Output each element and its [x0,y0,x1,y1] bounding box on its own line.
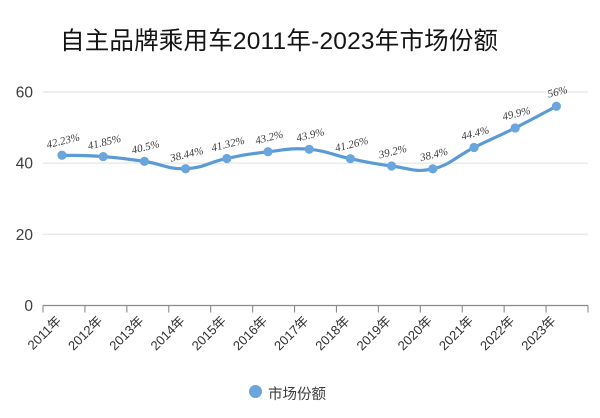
x-axis-tick-label: 2022年 [477,313,517,353]
x-axis-tick-label: 2014年 [147,313,187,353]
gridlines-group [43,91,588,236]
data-point-label: 41.26% [334,135,370,155]
data-point-marker[interactable] [510,123,520,133]
data-point-marker[interactable] [57,150,67,160]
data-point-marker[interactable] [263,147,273,157]
y-axis-tick-label: 60 [16,85,34,102]
data-point-marker[interactable] [139,156,149,166]
x-axis-tick-labels: 2011年 2012年 2013年 2014年 2015年 2016年 2017年 2018年… [25,313,559,353]
data-point-marker[interactable] [551,101,562,111]
data-point-marker[interactable] [387,161,397,171]
data-point-label: 38.44% [168,145,205,165]
x-axis-tick-label: 2018年 [312,313,352,353]
x-axis-tick-label: 2013年 [106,313,146,353]
x-axis-tick-label: 2020年 [395,313,435,353]
x-axis-tick-label: 2011年 [25,313,65,353]
x-axis-tick-label: 2023年 [518,313,558,353]
data-point-label: 39.2% [377,143,408,162]
legend-marker-dot [249,385,262,398]
data-point-label: 56% [546,84,568,101]
data-point-label: 43.2% [254,129,284,148]
y-axis-tick-labels: 0 20 40 60 [16,85,34,316]
y-axis-tick-label: 0 [24,298,33,315]
data-point-label: 41.32% [210,135,246,155]
data-point-marker[interactable] [304,144,314,154]
y-axis-tick-label: 40 [16,156,34,173]
x-axis-line-and-ticks [42,304,589,313]
y-axis-tick-label: 20 [16,227,34,244]
x-axis-tick-label: 2016年 [230,313,270,353]
x-axis-tick-label: 2017年 [271,313,311,353]
data-point-marker[interactable] [469,142,479,153]
data-point-label: 41.85% [87,133,123,153]
x-axis-tick-label: 2019年 [353,313,393,353]
data-point-marker[interactable] [98,151,108,162]
data-point-marker[interactable] [181,164,191,174]
data-point-marker[interactable] [345,154,355,164]
x-axis-tick-label: 2012年 [65,313,105,353]
data-point-marker[interactable] [222,153,232,164]
data-point-marker[interactable] [428,164,438,174]
chart-title: 自主品牌乘用车2011年-2023年市场份额 [60,28,499,55]
data-point-label: 40.5% [130,138,160,157]
x-axis-tick-label: 2015年 [189,313,229,353]
x-axis-tick-label: 2021年 [436,313,476,353]
data-point-label: 38.4% [418,146,449,165]
data-point-label: 43.9% [295,126,325,145]
legend-item-market-share[interactable]: 市场份额 [268,387,326,403]
series-markers-market-share[interactable] [57,101,562,174]
data-point-label: 42.23% [45,131,81,151]
